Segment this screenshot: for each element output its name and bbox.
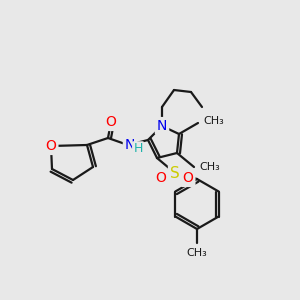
Text: N: N bbox=[157, 119, 167, 133]
Text: S: S bbox=[170, 166, 180, 181]
Text: O: O bbox=[106, 115, 116, 129]
Text: CH₃: CH₃ bbox=[203, 116, 224, 126]
Text: H: H bbox=[133, 142, 143, 155]
Text: O: O bbox=[183, 171, 194, 185]
Text: CH₃: CH₃ bbox=[187, 248, 207, 258]
Text: O: O bbox=[156, 171, 167, 185]
Text: CH₃: CH₃ bbox=[199, 162, 220, 172]
Text: O: O bbox=[46, 139, 56, 153]
Text: N: N bbox=[125, 138, 135, 152]
